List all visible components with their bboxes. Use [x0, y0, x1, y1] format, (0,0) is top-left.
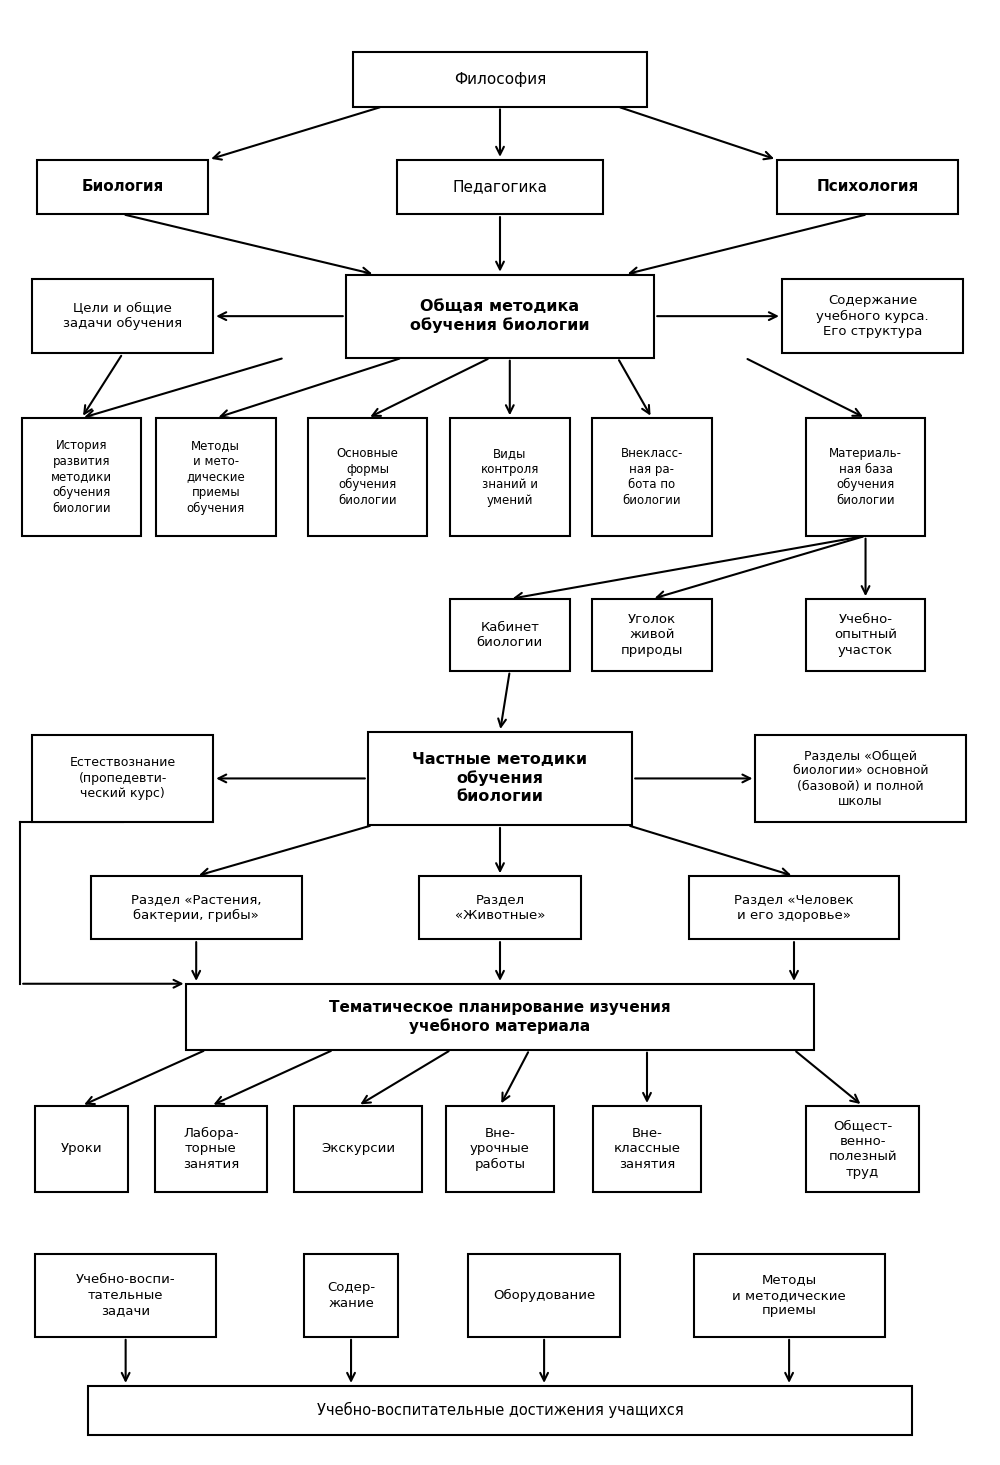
Text: Содержание
учебного курса.
Его структура: Содержание учебного курса. Его структура [816, 294, 929, 338]
FancyBboxPatch shape [91, 876, 302, 939]
FancyBboxPatch shape [88, 1386, 912, 1434]
FancyBboxPatch shape [22, 418, 141, 536]
FancyBboxPatch shape [304, 1254, 398, 1338]
FancyBboxPatch shape [468, 1254, 620, 1338]
Text: Разделы «Общей
биологии» основной
(базовой) и полной
школы: Разделы «Общей биологии» основной (базов… [793, 749, 928, 809]
FancyBboxPatch shape [450, 599, 570, 671]
FancyBboxPatch shape [419, 876, 581, 939]
Text: Учебно-
опытный
участок: Учебно- опытный участок [834, 612, 897, 656]
Text: Вне-
классные
занятия: Вне- классные занятия [614, 1127, 680, 1171]
Text: Уроки: Уроки [61, 1143, 102, 1156]
FancyBboxPatch shape [35, 1106, 128, 1193]
FancyBboxPatch shape [32, 735, 213, 822]
Text: История
развития
методики
обучения
биологии: История развития методики обучения биоло… [51, 440, 112, 514]
FancyBboxPatch shape [37, 160, 208, 214]
FancyBboxPatch shape [755, 735, 966, 822]
Text: Биология: Биология [82, 179, 164, 195]
FancyBboxPatch shape [308, 418, 427, 536]
FancyBboxPatch shape [155, 1106, 267, 1193]
FancyBboxPatch shape [777, 160, 958, 214]
FancyBboxPatch shape [592, 599, 712, 671]
Text: Цели и общие
задачи обучения: Цели и общие задачи обучения [63, 302, 182, 331]
Text: Учебно-воспи-
тательные
задачи: Учебно-воспи- тательные задачи [76, 1273, 175, 1317]
Text: Основные
формы
обучения
биологии: Основные формы обучения биологии [337, 447, 399, 507]
Text: Содер-
жание: Содер- жание [327, 1280, 375, 1310]
Text: Психология: Психология [816, 179, 919, 195]
FancyBboxPatch shape [368, 732, 632, 825]
FancyBboxPatch shape [294, 1106, 422, 1193]
FancyBboxPatch shape [450, 418, 570, 536]
FancyBboxPatch shape [806, 418, 925, 536]
Text: Кабинет
биологии: Кабинет биологии [477, 621, 543, 649]
FancyBboxPatch shape [35, 1254, 216, 1338]
FancyBboxPatch shape [353, 51, 647, 107]
Text: Естествознание
(пропедевти-
ческий курс): Естествознание (пропедевти- ческий курс) [70, 756, 176, 800]
FancyBboxPatch shape [782, 278, 963, 353]
FancyBboxPatch shape [32, 278, 213, 353]
FancyBboxPatch shape [186, 984, 814, 1050]
FancyBboxPatch shape [593, 1106, 701, 1193]
FancyBboxPatch shape [592, 418, 712, 536]
Text: Материаль-
ная база
обучения
биологии: Материаль- ная база обучения биологии [829, 447, 902, 507]
FancyBboxPatch shape [806, 599, 925, 671]
Text: Уголок
живой
природы: Уголок живой природы [621, 612, 683, 656]
Text: Раздел «Растения,
бактерии, грибы»: Раздел «Растения, бактерии, грибы» [131, 894, 261, 921]
Text: Общая методика
обучения биологии: Общая методика обучения биологии [410, 299, 590, 333]
FancyBboxPatch shape [689, 876, 899, 939]
Text: Педагогика: Педагогика [452, 179, 548, 195]
FancyBboxPatch shape [346, 274, 654, 357]
Text: Общест-
венно-
полезный
труд: Общест- венно- полезный труд [828, 1119, 897, 1179]
Text: Раздел «Человек
и его здоровье»: Раздел «Человек и его здоровье» [734, 894, 854, 921]
Text: Философия: Философия [454, 72, 546, 86]
FancyBboxPatch shape [694, 1254, 885, 1338]
Text: Оборудование: Оборудование [493, 1289, 595, 1302]
FancyBboxPatch shape [806, 1106, 919, 1193]
FancyBboxPatch shape [397, 160, 603, 214]
Text: Виды
контроля
знаний и
умений: Виды контроля знаний и умений [481, 447, 539, 507]
Text: Лабора-
торные
занятия: Лабора- торные занятия [183, 1127, 239, 1171]
Text: Учебно-воспитательные достижения учащихся: Учебно-воспитательные достижения учащихс… [317, 1402, 683, 1418]
Text: Раздел
«Животные»: Раздел «Животные» [455, 894, 545, 921]
Text: Методы
и методические
приемы: Методы и методические приемы [732, 1273, 846, 1317]
FancyBboxPatch shape [156, 418, 276, 536]
Text: Методы
и мето-
дические
приемы
обучения: Методы и мето- дические приемы обучения [186, 440, 245, 514]
Text: Экскурсии: Экскурсии [321, 1143, 395, 1156]
Text: Тематическое планирование изучения
учебного материала: Тематическое планирование изучения учебн… [329, 999, 671, 1034]
Text: Внекласс-
ная ра-
бота по
биологии: Внекласс- ная ра- бота по биологии [621, 447, 683, 507]
Text: Вне-
урочные
работы: Вне- урочные работы [470, 1127, 530, 1171]
FancyBboxPatch shape [446, 1106, 554, 1193]
Text: Частные методики
обучения
биологии: Частные методики обучения биологии [412, 753, 588, 804]
